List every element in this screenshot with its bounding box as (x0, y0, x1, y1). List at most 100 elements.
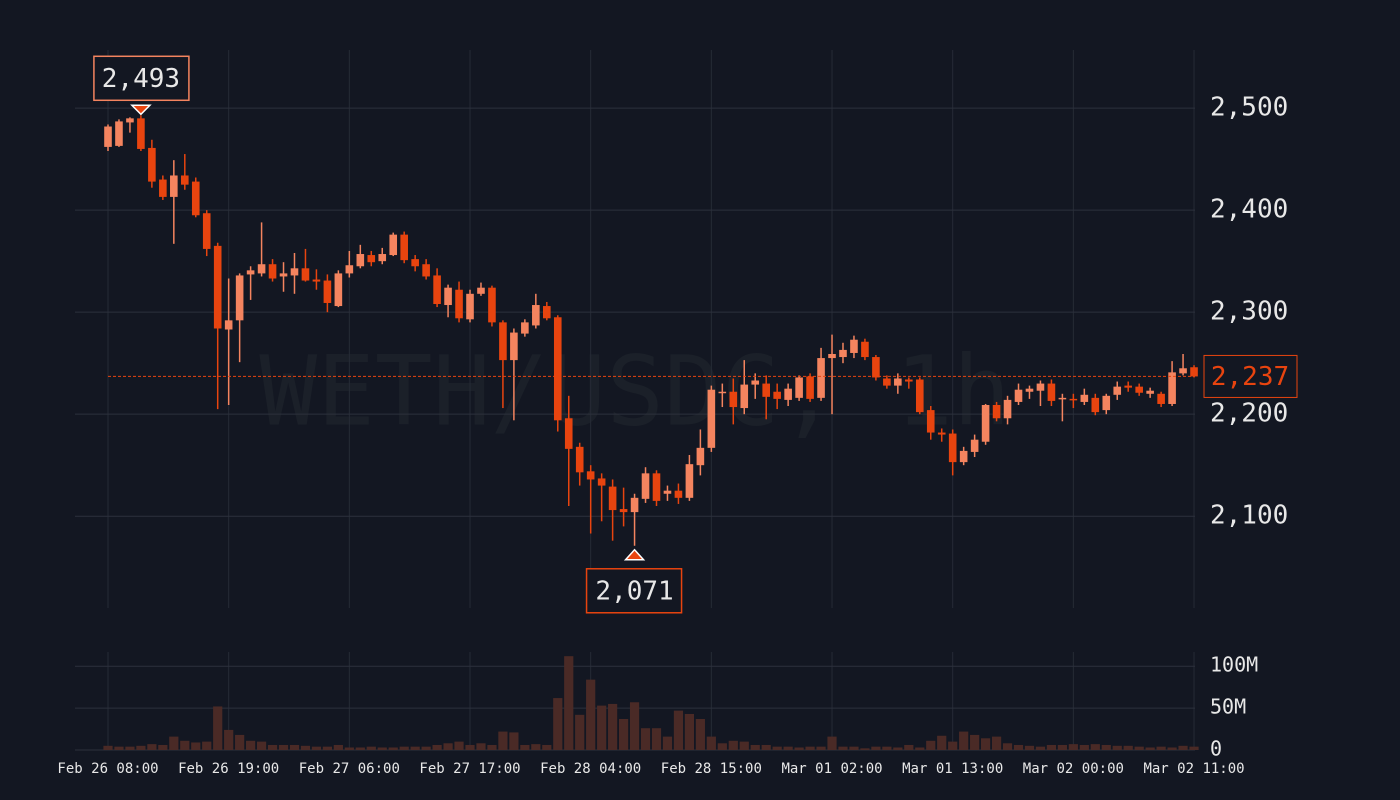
volume-bar (860, 748, 870, 750)
volume-bar (443, 743, 453, 750)
volume-bar (893, 747, 903, 750)
volume-bar (794, 747, 804, 750)
volume-bar (575, 714, 585, 750)
candle-body (937, 432, 946, 435)
candle-body (345, 265, 354, 274)
candle-body (543, 306, 551, 319)
volume-bar (235, 734, 245, 750)
candle-body (1047, 383, 1056, 401)
volume-bar (564, 656, 574, 750)
volume-bar (147, 744, 157, 750)
volume-bar (981, 738, 991, 750)
candle-body (455, 289, 463, 319)
candle-body (137, 118, 145, 149)
volume-bar (882, 746, 892, 750)
volume-bar (531, 744, 541, 750)
volume-bar (695, 719, 705, 750)
volume-bar (202, 741, 212, 750)
volume-bar (256, 741, 267, 750)
candle-body (663, 490, 672, 494)
candle-body (608, 486, 617, 511)
volume-bar (432, 744, 442, 750)
x-tick-label: Mar 01 13:00 (902, 761, 1003, 777)
volume-bar (1189, 746, 1199, 750)
candle-body (729, 391, 738, 408)
candle-body (861, 341, 869, 358)
candle-body (411, 259, 419, 267)
candle-body (905, 379, 913, 382)
volume-bar (158, 744, 168, 750)
candle-body (466, 293, 474, 320)
volume-bar (1068, 744, 1078, 750)
volume-bar (520, 744, 530, 750)
volume-bar (662, 736, 673, 750)
candle-body (795, 377, 803, 398)
volume-bar (816, 746, 826, 750)
candle-body (1146, 390, 1154, 394)
volume-bar (618, 719, 629, 750)
low-label-box (585, 568, 683, 614)
volume-bar (542, 744, 552, 750)
candle-body (235, 275, 244, 321)
volume-tick-label: 0 (1210, 737, 1222, 761)
volume-bar (355, 747, 365, 750)
volume-bar (1101, 744, 1111, 750)
y-tick-label: 2,500 (1210, 93, 1288, 123)
candle-body (1025, 388, 1034, 392)
high-marker (130, 104, 152, 116)
candle-body (828, 353, 836, 359)
volume-bar (421, 746, 431, 750)
volume-bar (1057, 744, 1067, 750)
high-label-box (93, 55, 190, 102)
volume-bar (586, 679, 596, 750)
candle-body (718, 391, 727, 394)
volume-bar (750, 744, 760, 750)
volume-bar (915, 747, 925, 750)
volume-bar (388, 747, 398, 750)
candle-body (389, 234, 398, 256)
candle-body (1135, 386, 1143, 393)
candle-body (1058, 397, 1067, 400)
x-tick-label: Mar 02 00:00 (1023, 761, 1124, 777)
candle-body (367, 255, 376, 263)
volume-bar (509, 732, 519, 750)
volume-bar (377, 747, 387, 750)
watermark: WETH/USDC, 1h (259, 335, 1010, 447)
candle-body (981, 404, 990, 442)
candle-body (400, 234, 408, 261)
candle-body (1179, 368, 1187, 374)
candle-body (126, 118, 134, 123)
candle-body (762, 383, 770, 397)
volume-bar (213, 706, 223, 750)
volume-bar (629, 702, 640, 750)
volume-bar (1079, 744, 1089, 750)
candle-body (883, 378, 891, 386)
volume-bar (673, 710, 684, 750)
x-tick-label: Feb 26 19:00 (178, 761, 279, 777)
candle-body (1091, 397, 1100, 413)
candle-body (104, 126, 112, 147)
volume-tick-label: 100M (1210, 653, 1258, 677)
last-price-box (1203, 354, 1298, 398)
volume-bar (114, 746, 124, 750)
volume-bar (805, 746, 815, 750)
candle-body (1168, 372, 1176, 404)
volume-bar (399, 746, 409, 750)
candle-body (1003, 399, 1012, 419)
volume-bar (728, 740, 738, 750)
volume-bar (136, 745, 146, 750)
y-tick-label: 2,400 (1210, 195, 1288, 225)
y-tick-label: 2,200 (1210, 399, 1288, 429)
candle-body (224, 320, 233, 330)
candle-body (213, 245, 222, 329)
volume-bar (267, 744, 278, 750)
candle-body (378, 254, 387, 262)
candle-body (674, 490, 683, 498)
candle-body (488, 287, 496, 323)
volume-bar (191, 742, 201, 750)
volume-bar (300, 745, 311, 750)
candle-body (191, 181, 200, 216)
candle-body (257, 264, 266, 274)
volume-bar (103, 745, 113, 750)
